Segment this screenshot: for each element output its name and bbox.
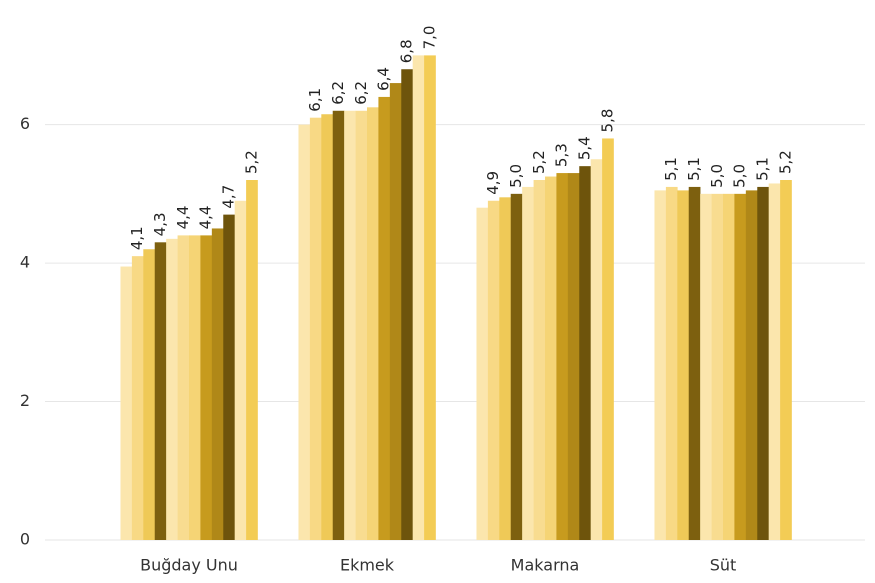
bar [579,166,591,540]
bar [211,228,224,540]
bar [234,200,247,540]
bar [131,256,144,540]
bar [412,55,425,541]
data-label: 4,3 [151,212,169,236]
data-label: 6,4 [375,67,393,91]
data-label: 5,0 [731,164,749,188]
bar [665,186,678,540]
bar [602,138,614,540]
data-label: 5,0 [507,164,525,188]
data-label: 7,0 [420,26,438,50]
bar [487,200,500,540]
data-label: 4,1 [128,226,146,250]
data-label: 4,4 [174,206,192,230]
bar [723,193,735,540]
data-label: 5,0 [708,164,726,188]
data-label: 5,1 [662,157,680,181]
bar [355,110,368,541]
bar [688,186,701,540]
y-tick-label: 2 [20,391,30,410]
x-tick-label: Ekmek [340,556,395,575]
bar [768,183,781,540]
data-label: 4,9 [484,171,502,195]
bar [389,83,402,541]
bar [246,180,258,540]
bar [567,173,580,541]
bar [745,190,758,540]
data-label: 5,4 [575,136,593,160]
data-label: 5,8 [598,109,616,133]
bar [545,176,557,541]
bar [734,193,747,540]
bar [556,173,569,541]
bar [378,96,391,540]
bar [143,249,156,540]
bar [154,242,167,541]
x-tick-label: Buğday Unu [140,556,238,575]
bar [309,117,322,540]
data-label: 5,3 [553,143,571,167]
bar [223,214,235,540]
y-tick-label: 4 [20,253,30,272]
data-label: 6,2 [352,81,370,105]
bar [424,55,436,541]
bar [189,235,201,540]
y-tick-label: 6 [20,114,30,133]
data-label: 6,8 [397,39,415,63]
data-label: 5,1 [685,157,703,181]
bar [700,193,712,540]
data-label: 6,2 [329,81,347,105]
bar [533,180,546,540]
bar [344,110,356,541]
bar [757,186,769,540]
bar [499,197,512,541]
data-label: 4,4 [197,206,215,230]
data-label: 5,2 [242,150,260,174]
bar [177,235,190,540]
y-tick-label: 0 [20,530,30,549]
data-label: 4,7 [219,185,237,209]
x-tick-label: Makarna [511,556,580,575]
bar [332,110,345,541]
bar [367,107,379,541]
bar [654,190,667,540]
x-tick-label: Süt [710,556,737,575]
data-label: 5,2 [530,150,548,174]
bar [476,207,489,540]
bar [200,235,213,540]
bar [321,114,334,540]
bar [120,266,133,540]
bar [401,69,413,540]
bar [780,180,792,540]
bar [166,238,178,540]
data-label: 5,2 [776,150,794,174]
bar [677,190,690,540]
data-label: 5,1 [753,157,771,181]
bar [510,193,523,540]
bar [298,124,311,540]
data-label: 6,1 [306,88,324,112]
bar [711,193,724,540]
bar [522,186,534,540]
bar [590,159,603,540]
